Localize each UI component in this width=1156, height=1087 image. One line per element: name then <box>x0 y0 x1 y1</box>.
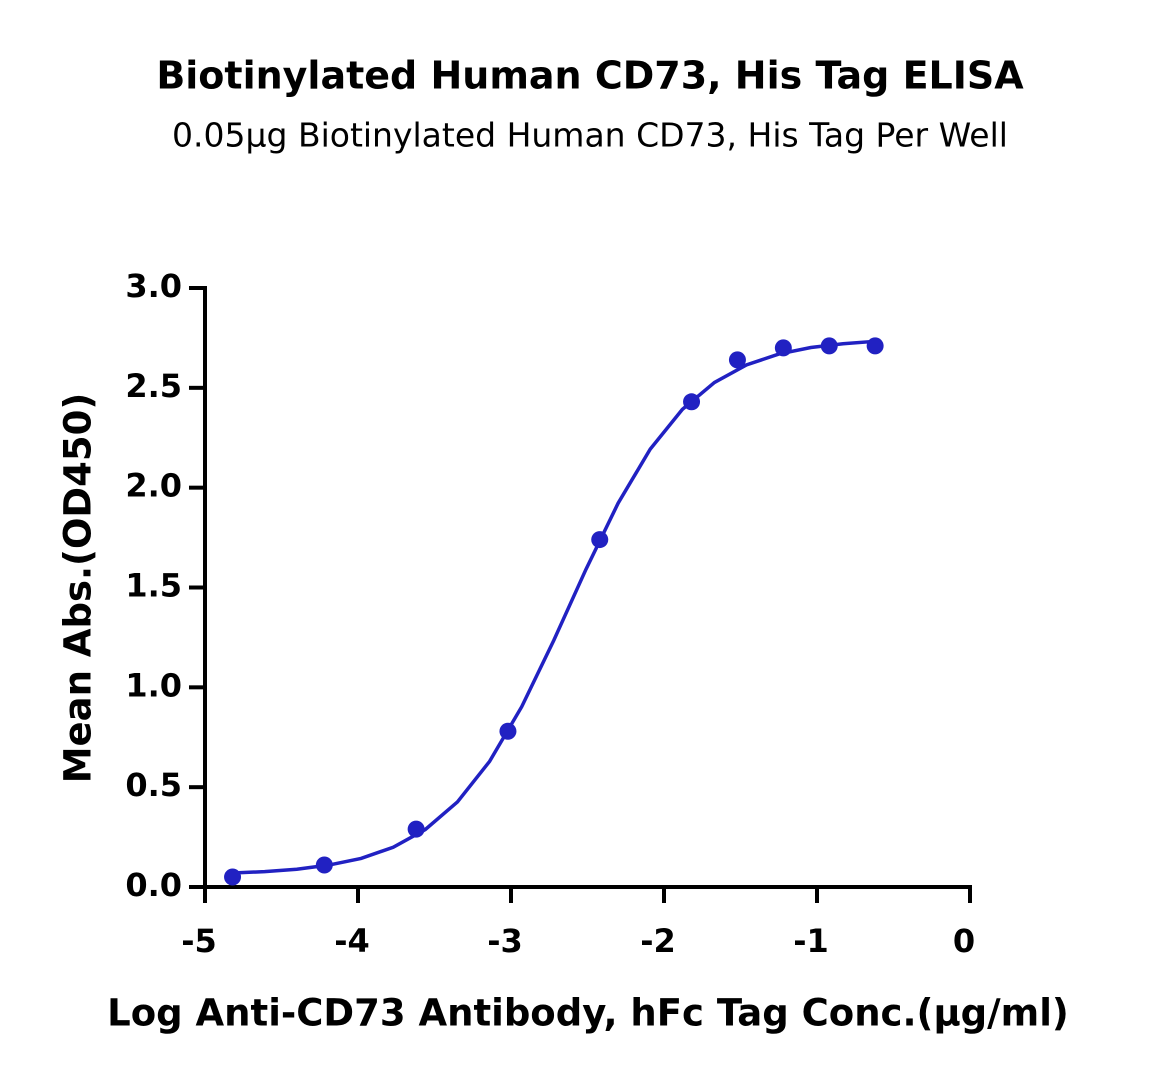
y-tick-label: 3.0 <box>125 267 182 305</box>
x-tick-label: -1 <box>793 922 829 960</box>
y-tick-label: 0.5 <box>125 766 182 804</box>
data-point <box>315 856 333 874</box>
x-tick-label: 0 <box>953 922 975 960</box>
chart-title: Biotinylated Human CD73, His Tag ELISA <box>156 54 1024 98</box>
data-point <box>820 337 838 355</box>
data-point <box>728 351 746 369</box>
x-tick-label: -5 <box>181 922 217 960</box>
data-point <box>866 337 884 355</box>
chart-subtitle: 0.05μg Biotinylated Human CD73, His Tag … <box>172 116 1008 155</box>
y-tick-label: 1.0 <box>125 666 182 704</box>
y-tick-label: 2.5 <box>125 367 182 405</box>
y-tick-label: 2.0 <box>125 467 182 505</box>
fit-curve <box>232 339 876 875</box>
x-axis-label: Log Anti-CD73 Antibody, hFc Tag Conc.(μg… <box>107 992 1069 1035</box>
data-point <box>224 868 242 886</box>
data-point <box>774 339 792 357</box>
x-tick-label: -2 <box>640 922 676 960</box>
y-axis-label: Mean Abs.(OD450) <box>57 393 100 784</box>
data-point <box>591 531 609 549</box>
data-point <box>499 722 517 740</box>
y-tick-label: 0.0 <box>125 866 182 904</box>
data-point <box>407 820 425 838</box>
x-tick-label: -3 <box>487 922 523 960</box>
x-tick-label: -4 <box>334 922 370 960</box>
y-tick-label: 1.5 <box>125 567 182 605</box>
data-point <box>683 393 701 411</box>
